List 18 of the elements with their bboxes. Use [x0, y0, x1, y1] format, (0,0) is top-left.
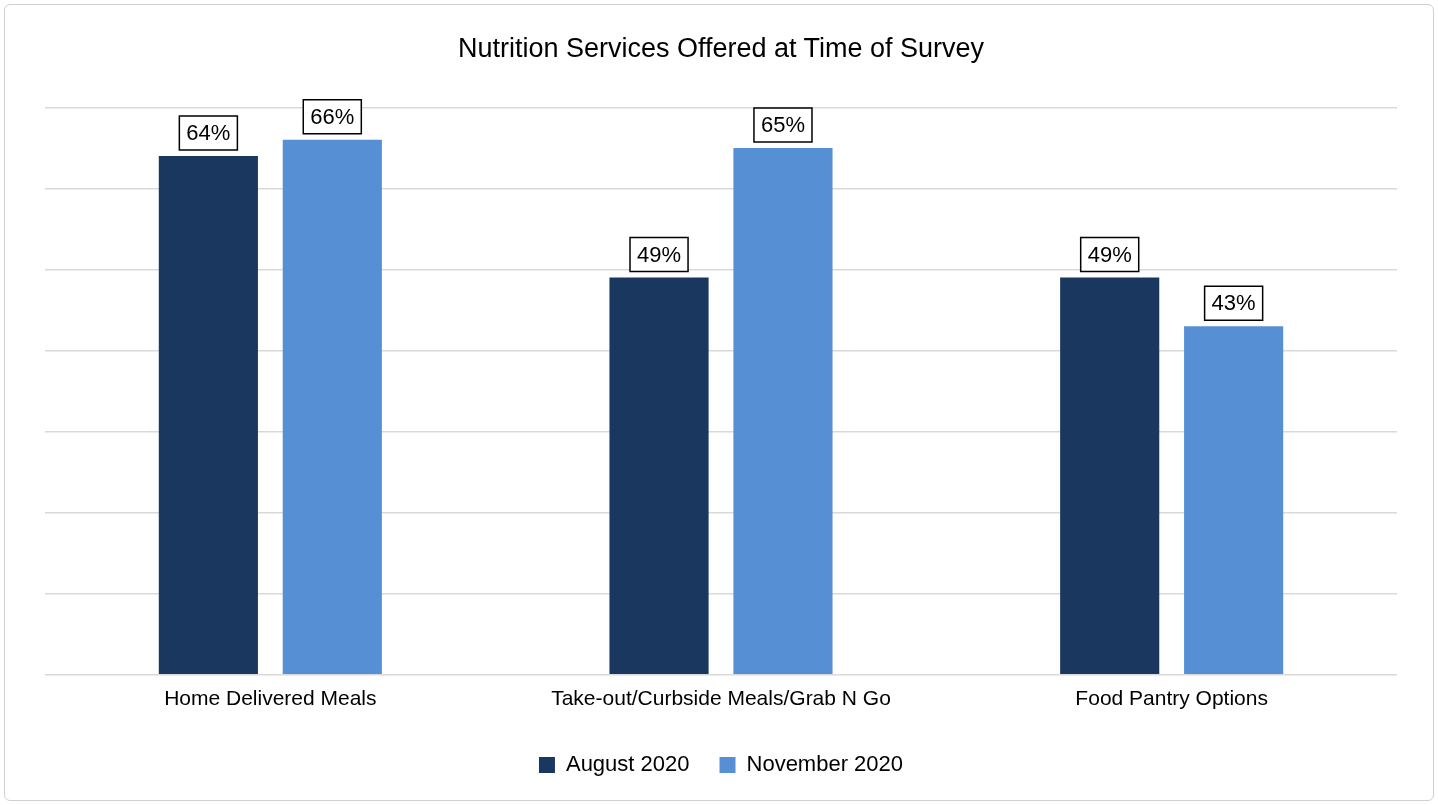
legend-label: November 2020: [746, 751, 904, 777]
x-tick-label: Take-out/Curbside Meals/Grab N Go: [551, 686, 891, 710]
bar: [158, 156, 258, 675]
legend-label: August 2020: [565, 751, 690, 777]
data-label: 49%: [637, 241, 682, 267]
data-label: 64%: [186, 120, 231, 146]
bar: [733, 147, 833, 675]
bar: [1184, 326, 1284, 675]
chart-title: Nutrition Services Offered at Time of Survey: [457, 32, 985, 63]
bar: [282, 139, 382, 675]
data-label: 49%: [1087, 241, 1132, 267]
bar: [1060, 277, 1160, 675]
data-label: 66%: [310, 103, 355, 129]
data-label: 43%: [1211, 290, 1256, 316]
bar: [609, 277, 709, 675]
data-label: 65%: [760, 111, 805, 137]
x-tick-label: Food Pantry Options: [1075, 686, 1268, 710]
x-tick-label: Home Delivered Meals: [164, 686, 377, 710]
